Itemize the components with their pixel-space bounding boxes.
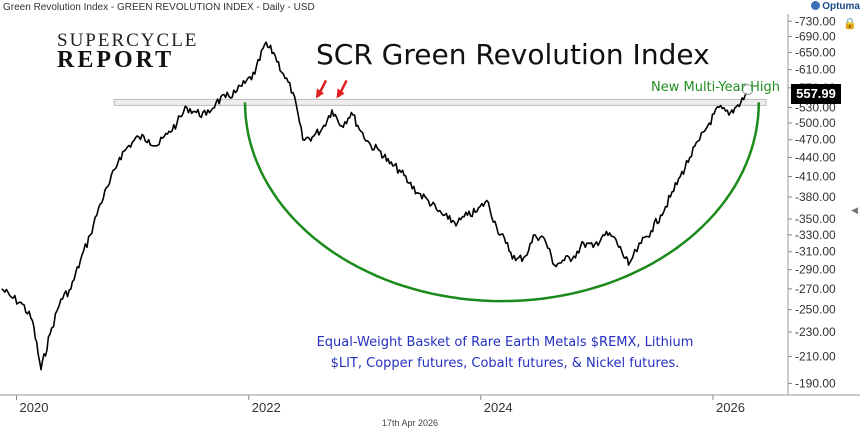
y-tick-label: -730.00 <box>795 14 836 28</box>
x-tick-label: 2026 <box>716 400 745 415</box>
annotation-label: New Multi-Year High <box>651 80 780 95</box>
y-tick-label: -190.00 <box>795 376 836 390</box>
description-line2: $LIT, Copper futures, Cobalt futures, & … <box>330 356 680 371</box>
resistance-band <box>113 98 767 106</box>
y-tick-label: -310.00 <box>795 245 836 259</box>
description-line1: Equal-Weight Basket of Rare Earth Metals… <box>316 335 694 350</box>
y-tick-label: -690.00 <box>795 29 836 43</box>
y-tick-label: -290.00 <box>795 263 836 277</box>
y-tick-label: -380.00 <box>795 190 836 204</box>
y-tick-label: -440.00 <box>795 150 836 164</box>
chart-title: SCR Green Revolution Index <box>316 38 710 71</box>
breakout-marker <box>742 84 754 96</box>
brand-label: Optuma <box>822 1 860 12</box>
logo-line1: SUPERCYCLE <box>57 30 199 51</box>
y-tick-label: -650.00 <box>795 46 836 60</box>
y-tick-label: -350.00 <box>795 212 836 226</box>
cup-arc <box>243 102 761 303</box>
last-price-label: 557.99 <box>791 84 841 104</box>
y-tick-label: -470.00 <box>795 133 836 147</box>
y-tick-label: -330.00 <box>795 228 836 242</box>
lock-icon[interactable]: 🔒 <box>843 18 857 30</box>
x-tick-label: 2022 <box>252 400 281 415</box>
logo-line2: REPORT <box>57 47 175 73</box>
y-tick-label: -230.00 <box>795 325 836 339</box>
red-arrow-head <box>336 88 345 99</box>
y-tick-label: -610.00 <box>795 63 836 77</box>
optuma-logo-icon <box>811 1 821 10</box>
red-arrow-head <box>315 88 324 99</box>
y-tick-label: -250.00 <box>795 303 836 317</box>
optuma-brand: Optuma <box>811 1 860 12</box>
y-tick-label: -210.00 <box>795 349 836 363</box>
y-tick-label: -500.00 <box>795 116 836 130</box>
price-line <box>1 41 748 371</box>
chart-info-header: Green Revolution Index - GREEN REVOLUTIO… <box>3 2 315 13</box>
y-tick-label: -410.00 <box>795 169 836 183</box>
x-tick-label: 2020 <box>20 400 49 415</box>
date-footer: 17th Apr 2026 <box>381 418 439 428</box>
x-tick-label: 2024 <box>484 400 513 415</box>
y-tick-label: -270.00 <box>795 282 836 296</box>
chevron-left-icon[interactable]: ◀ <box>851 205 858 215</box>
